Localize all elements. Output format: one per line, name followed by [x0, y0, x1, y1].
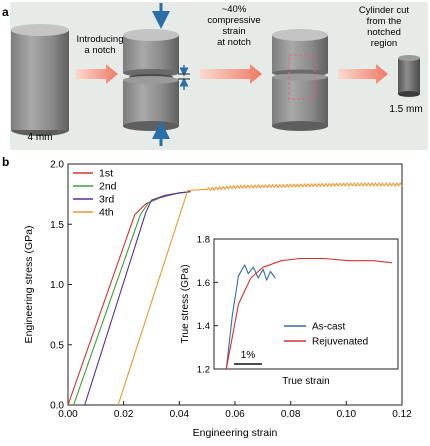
- notch-gap-indicator: [178, 65, 190, 90]
- main-xtick-label: 0.02: [114, 409, 134, 420]
- inset-ytick-label: 1.8: [197, 235, 210, 246]
- inset-legend-label: As-cast: [312, 322, 346, 333]
- inset-ylabel: True stress (GPa): [180, 264, 191, 343]
- main-ytick-label: 0.5: [50, 340, 64, 351]
- main-xtick-label: 0.12: [392, 409, 412, 420]
- inset-ytick-label: 1.6: [197, 278, 210, 289]
- main-ytick-label: 1.5: [50, 220, 64, 231]
- small-size-label: 1.5 mm: [389, 104, 422, 115]
- inset-xlabel: True strain: [282, 376, 329, 387]
- step3-text: Cylinder cut from the notched region: [359, 5, 410, 49]
- panel-b-label: b: [2, 155, 9, 169]
- process-arrow-1: [76, 64, 118, 84]
- inset-frame: [213, 238, 399, 370]
- main-xtick-label: 0.00: [58, 409, 78, 420]
- inset-series-rejuvenated: [225, 257, 392, 370]
- main-legend-label: 4th: [99, 207, 114, 219]
- inset-series-as-cast: [225, 264, 276, 370]
- cut-region-box: [288, 54, 316, 100]
- main-series-4th: [117, 182, 403, 406]
- main-xtick-label: 0.04: [170, 409, 190, 420]
- main-xtick-label: 0.06: [225, 409, 245, 420]
- process-arrow-3: [338, 64, 388, 84]
- main-ylabel: Engineering stress (GPa): [23, 226, 35, 344]
- main-ytick-label: 0.0: [50, 401, 64, 412]
- main-ytick-label: 1.0: [50, 280, 64, 291]
- main-legend-label: 1st: [99, 168, 113, 180]
- main-series-1st: [67, 191, 191, 406]
- inset-chart: 1.2 1.4 1.6 1.8 True strain True stress (GPa)…: [180, 235, 399, 387]
- inset-ytick-label: 1.4: [197, 321, 210, 332]
- inset-legend: As-cast Rejuvenated: [284, 322, 368, 348]
- cylinder-notched: [123, 29, 179, 131]
- main-legend-label: 3rd: [99, 194, 114, 206]
- panel-a: a 4 mm Introducing a notch: [2, 2, 428, 150]
- main-xlabel: Engineering strain: [193, 427, 278, 439]
- main-legend-label: 2nd: [99, 181, 117, 193]
- cylinder-compressed: [272, 29, 328, 131]
- panel-a-label: a: [2, 5, 9, 19]
- cylinder-original: [11, 24, 69, 136]
- inset-legend-label: Rejuvenated: [312, 337, 368, 348]
- main-xtick-label: 0.10: [337, 409, 357, 420]
- inset-ytick-label: 1.2: [197, 365, 210, 376]
- step2-text: ~40% compressive strain at notch: [207, 4, 260, 48]
- inset-scale-bar-label: 1%: [241, 350, 256, 361]
- process-arrow-2: [200, 64, 262, 84]
- main-chart: 0.0 0.5 1.0 1.5 2.0 0.00 0.02 0.04 0.06 0.08 0.10 0…: [23, 160, 412, 440]
- main-series-3rd: [84, 191, 191, 406]
- main-ytick-label: 2.0: [50, 160, 64, 171]
- main-xtick-label: 0.08: [281, 409, 301, 420]
- step1-text: Introducing a notch: [76, 34, 123, 56]
- diameter-label: 4 mm: [28, 132, 53, 143]
- small-cylinder: [398, 55, 420, 97]
